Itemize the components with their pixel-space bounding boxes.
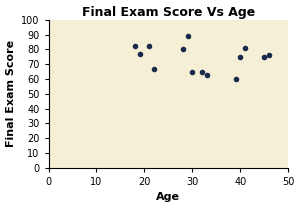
Point — [137, 52, 142, 56]
Y-axis label: Final Exam Score: Final Exam Score — [6, 40, 16, 147]
Point — [200, 70, 204, 73]
Point — [190, 70, 195, 73]
Point — [147, 45, 152, 48]
Title: Final Exam Score Vs Age: Final Exam Score Vs Age — [82, 6, 255, 19]
Point — [204, 73, 209, 76]
Point — [267, 54, 272, 57]
Point — [132, 45, 137, 48]
X-axis label: Age: Age — [156, 192, 180, 202]
Point — [238, 55, 243, 58]
Point — [180, 48, 185, 51]
Point — [243, 46, 248, 50]
Point — [152, 67, 156, 70]
Point — [262, 55, 267, 58]
Point — [185, 34, 190, 38]
Point — [233, 77, 238, 81]
